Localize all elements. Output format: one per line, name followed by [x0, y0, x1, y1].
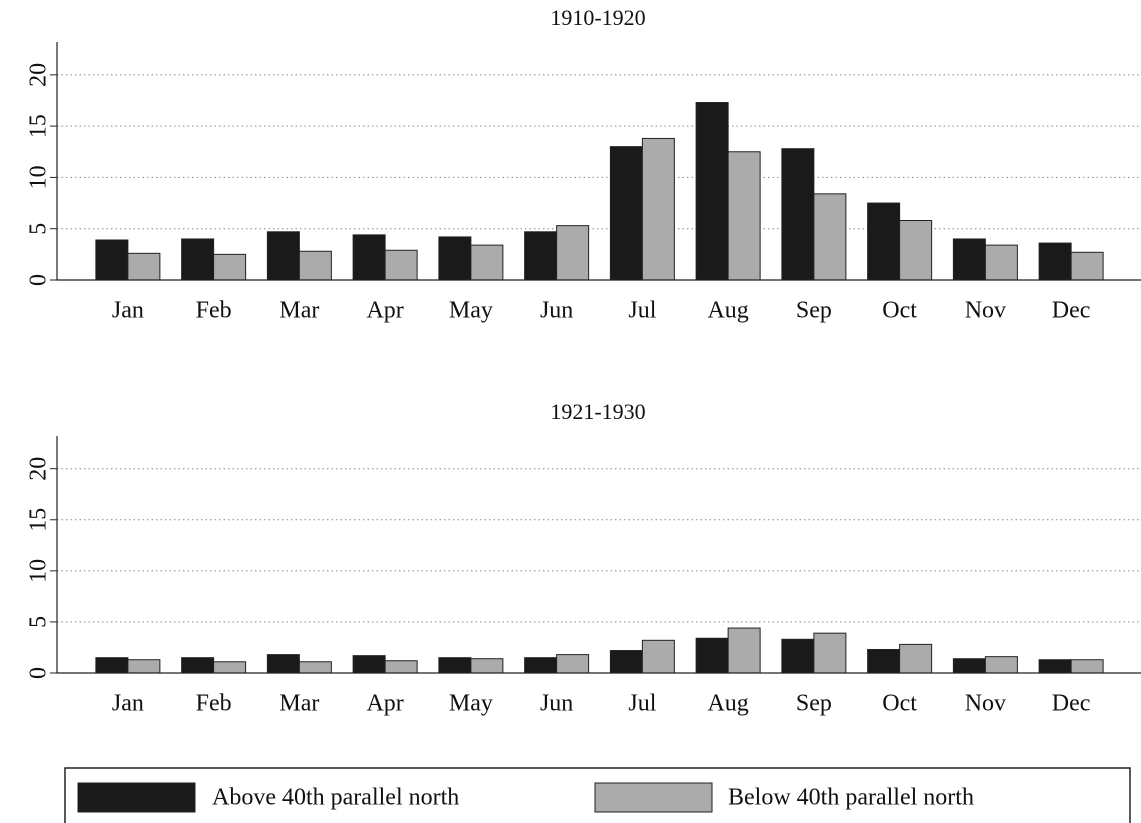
- x-tick-label: May: [449, 691, 493, 717]
- bar: [556, 654, 590, 674]
- x-tick-label: Jan: [112, 691, 144, 717]
- bar: [1070, 659, 1104, 674]
- bar: [213, 661, 247, 674]
- legend-label: Above 40th parallel north: [212, 785, 459, 811]
- bar: [127, 252, 161, 281]
- bar: [470, 244, 504, 281]
- y-tick-label: 20: [26, 63, 52, 87]
- bar: [298, 250, 332, 281]
- x-tick-label: Jul: [628, 691, 656, 717]
- bar: [952, 658, 986, 674]
- bar: [181, 657, 215, 674]
- bar: [95, 239, 129, 281]
- x-tick-label: Sep: [796, 691, 832, 717]
- bar: [266, 654, 300, 674]
- bar: [524, 231, 558, 281]
- x-tick-label: Aug: [707, 298, 748, 324]
- bar: [352, 655, 386, 674]
- y-tick-label: 0: [26, 274, 52, 286]
- x-tick-label: May: [449, 298, 493, 324]
- bar: [813, 632, 847, 674]
- bar: [695, 102, 729, 281]
- y-tick-label: 0: [26, 667, 52, 679]
- bar: [524, 657, 558, 674]
- bar: [470, 658, 504, 674]
- bar: [984, 656, 1018, 674]
- bar: [1070, 251, 1104, 281]
- y-tick-label: 10: [26, 559, 52, 583]
- bar: [181, 238, 215, 281]
- x-tick-label: Jun: [540, 691, 573, 717]
- chart-title: 1921-1930: [550, 399, 645, 424]
- x-tick-label: Oct: [882, 691, 917, 717]
- bar: [899, 220, 933, 281]
- x-tick-label: Feb: [196, 691, 232, 717]
- x-tick-label: Mar: [279, 691, 319, 717]
- bar: [384, 660, 418, 674]
- bar: [899, 643, 933, 674]
- x-tick-label: Jul: [628, 298, 656, 324]
- bar: [438, 657, 472, 674]
- y-tick-label: 5: [26, 616, 52, 628]
- bar: [95, 657, 129, 674]
- y-tick-label: 5: [26, 223, 52, 235]
- bar: [781, 148, 815, 281]
- y-tick-label: 10: [26, 165, 52, 189]
- bar: [727, 151, 761, 281]
- x-tick-label: Nov: [965, 691, 1006, 717]
- bar: [213, 253, 247, 281]
- x-tick-label: Dec: [1052, 298, 1091, 324]
- x-tick-label: Apr: [366, 691, 403, 717]
- x-tick-label: Jun: [540, 298, 573, 324]
- bar: [609, 650, 643, 674]
- x-tick-label: Apr: [366, 298, 403, 324]
- bar: [127, 659, 161, 674]
- legend-swatch: [77, 782, 196, 813]
- y-tick-label: 15: [26, 508, 52, 532]
- bar: [641, 639, 675, 674]
- y-tick-label: 20: [26, 457, 52, 481]
- bar: [609, 146, 643, 281]
- bar: [984, 244, 1018, 281]
- bar: [298, 661, 332, 674]
- bar: [813, 193, 847, 281]
- bar: [384, 249, 418, 281]
- bar: [952, 238, 986, 281]
- bar: [1038, 659, 1072, 674]
- bar: [727, 627, 761, 674]
- y-tick-label: 15: [26, 114, 52, 138]
- bar: [556, 225, 590, 281]
- bar: [781, 638, 815, 674]
- x-tick-label: Sep: [796, 298, 832, 324]
- legend-swatch: [594, 782, 713, 813]
- x-tick-label: Mar: [279, 298, 319, 324]
- chart-title: 1910-1920: [550, 5, 645, 30]
- bar: [1038, 242, 1072, 281]
- x-tick-label: Dec: [1052, 691, 1091, 717]
- bar: [867, 649, 901, 674]
- x-tick-label: Aug: [707, 691, 748, 717]
- legend-label: Below 40th parallel north: [728, 785, 974, 811]
- bar: [352, 234, 386, 281]
- bar: [867, 202, 901, 281]
- bar: [695, 637, 729, 674]
- bar: [438, 236, 472, 281]
- bar: [266, 231, 300, 281]
- x-tick-label: Oct: [882, 298, 917, 324]
- x-tick-label: Feb: [196, 298, 232, 324]
- x-tick-label: Jan: [112, 298, 144, 324]
- x-tick-label: Nov: [965, 298, 1006, 324]
- bar: [641, 137, 675, 281]
